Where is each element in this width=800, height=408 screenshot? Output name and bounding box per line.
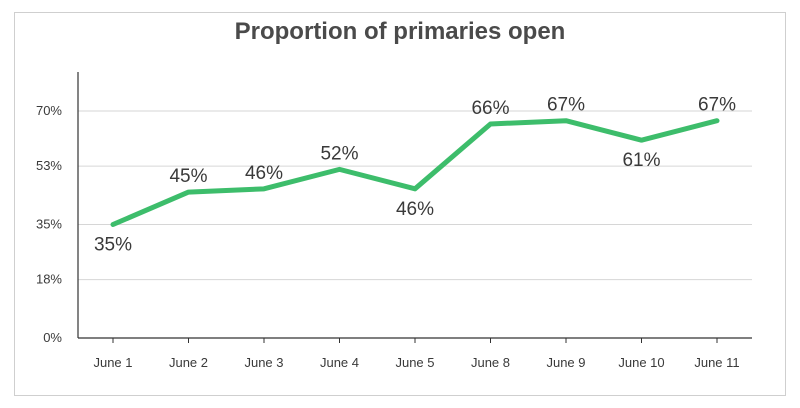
data-label: 52%: [320, 143, 358, 164]
series-line-layer: [110, 118, 720, 227]
x-tick-label: June 5: [395, 355, 434, 370]
x-tick-label: June 10: [618, 355, 664, 370]
data-labels: 35% 45% 46% 52% 46% 66% 67% 61% 67%: [94, 95, 736, 256]
y-tick-label: 70%: [36, 103, 62, 118]
data-label: 67%: [547, 95, 585, 116]
y-tick-label: 35%: [36, 217, 62, 232]
x-tick-label: June 3: [244, 355, 283, 370]
y-tick-label: 0%: [43, 330, 62, 345]
x-tick-label: June 8: [471, 355, 510, 370]
data-label: 46%: [396, 199, 434, 220]
y-tick-label: 18%: [36, 272, 62, 287]
data-label: 67%: [698, 95, 736, 116]
x-tick-label: June 1: [93, 355, 132, 370]
series-line: [110, 118, 720, 227]
y-axis-ticks: 0% 18% 35% 53% 70%: [36, 103, 62, 345]
x-tick-label: June 11: [694, 355, 739, 370]
x-tick-label: June 4: [320, 355, 359, 370]
x-tick-label: June 9: [546, 355, 585, 370]
chart-frame: [14, 12, 786, 396]
gridlines: [78, 110, 752, 281]
x-axis-ticks: June 1 June 2 June 3 June 4 June 5 June 8 June…: [93, 338, 740, 370]
data-label: 46%: [245, 163, 283, 184]
data-label: 66%: [471, 98, 509, 119]
data-label: 45%: [169, 166, 207, 187]
data-label: 61%: [622, 150, 660, 171]
x-tick-label: June 2: [169, 355, 208, 370]
y-tick-label: 53%: [36, 158, 62, 173]
data-label: 35%: [94, 235, 132, 256]
chart-title: Proportion of primaries open: [234, 18, 566, 45]
